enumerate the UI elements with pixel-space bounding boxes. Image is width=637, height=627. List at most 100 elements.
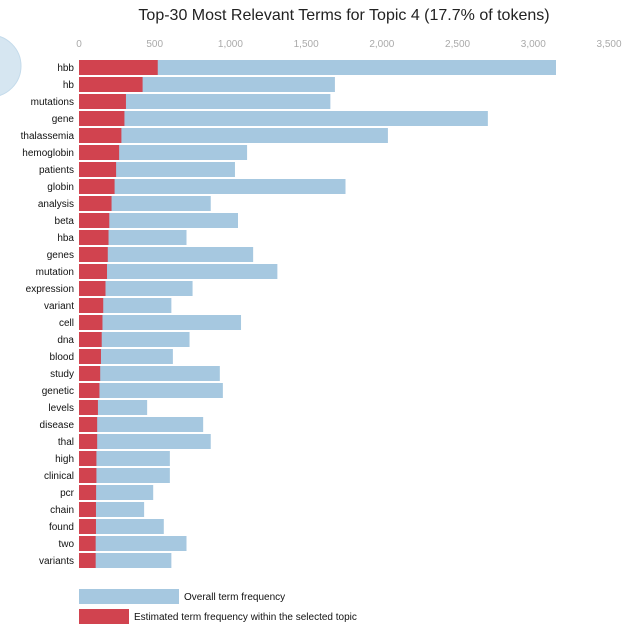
- x-tick-label: 2,000: [369, 39, 394, 50]
- bar-overall-frequency[interactable]: [79, 417, 204, 432]
- bar-topic-frequency[interactable]: [79, 349, 101, 364]
- term-label[interactable]: study: [50, 369, 74, 380]
- term-label[interactable]: genes: [47, 250, 74, 261]
- term-label[interactable]: hbb: [57, 63, 74, 74]
- term-label[interactable]: clinical: [44, 471, 74, 482]
- term-label[interactable]: blood: [50, 352, 74, 363]
- x-tick-label: 1,000: [218, 39, 243, 50]
- bar-topic-frequency[interactable]: [79, 179, 115, 194]
- term-label[interactable]: found: [49, 522, 74, 533]
- term-label[interactable]: genetic: [42, 386, 74, 397]
- bar-overall-frequency[interactable]: [79, 128, 388, 143]
- bar-overall-frequency[interactable]: [79, 366, 220, 381]
- bar-overall-frequency[interactable]: [79, 264, 278, 279]
- bar-topic-frequency[interactable]: [79, 230, 109, 245]
- term-label[interactable]: expression: [26, 284, 74, 295]
- term-label[interactable]: mutation: [36, 267, 74, 278]
- bar-topic-frequency[interactable]: [79, 77, 143, 92]
- intertopic-map-circle-decor: [0, 36, 22, 96]
- bar-topic-frequency[interactable]: [79, 196, 112, 211]
- bar-overall-frequency[interactable]: [79, 332, 190, 347]
- legend-swatch-topic: [79, 609, 129, 624]
- term-label[interactable]: variants: [39, 556, 74, 567]
- bar-topic-frequency[interactable]: [79, 485, 97, 500]
- bar-overall-frequency[interactable]: [79, 383, 223, 398]
- bar-topic-frequency[interactable]: [79, 332, 102, 347]
- bar-overall-frequency[interactable]: [79, 60, 556, 75]
- bar-topic-frequency[interactable]: [79, 383, 100, 398]
- term-label[interactable]: globin: [47, 182, 74, 193]
- bar-topic-frequency[interactable]: [79, 60, 158, 75]
- bar-overall-frequency[interactable]: [79, 519, 164, 534]
- legend-label-overall: Overall term frequency: [184, 592, 285, 603]
- bar-topic-frequency[interactable]: [79, 298, 104, 313]
- x-tick-label: 500: [146, 39, 163, 50]
- term-label[interactable]: variant: [44, 301, 74, 312]
- bar-overall-frequency[interactable]: [79, 468, 170, 483]
- bar-topic-frequency[interactable]: [79, 247, 108, 262]
- bar-topic-frequency[interactable]: [79, 502, 96, 517]
- bar-overall-frequency[interactable]: [79, 553, 172, 568]
- term-label[interactable]: analysis: [38, 199, 74, 210]
- bar-overall-frequency[interactable]: [79, 349, 173, 364]
- bar-overall-frequency[interactable]: [79, 196, 211, 211]
- term-label[interactable]: levels: [48, 403, 74, 414]
- bar-topic-frequency[interactable]: [79, 162, 117, 177]
- term-label[interactable]: two: [58, 539, 74, 550]
- bar-overall-frequency[interactable]: [79, 145, 248, 160]
- term-label[interactable]: chain: [50, 505, 74, 516]
- bar-topic-frequency[interactable]: [79, 111, 125, 126]
- term-label[interactable]: thalassemia: [21, 131, 75, 142]
- bar-topic-frequency[interactable]: [79, 264, 108, 279]
- term-label[interactable]: disease: [40, 420, 75, 431]
- bar-overall-frequency[interactable]: [79, 536, 187, 551]
- bar-topic-frequency[interactable]: [79, 400, 98, 415]
- bar-topic-frequency[interactable]: [79, 553, 96, 568]
- bar-overall-frequency[interactable]: [79, 434, 211, 449]
- bar-overall-frequency[interactable]: [79, 162, 235, 177]
- term-label[interactable]: hemoglobin: [22, 148, 74, 159]
- bar-overall-frequency[interactable]: [79, 111, 488, 126]
- term-label[interactable]: gene: [52, 114, 75, 125]
- term-label[interactable]: thal: [58, 437, 74, 448]
- bar-topic-frequency[interactable]: [79, 451, 97, 466]
- bar-overall-frequency[interactable]: [79, 281, 193, 296]
- bar-overall-frequency[interactable]: [79, 94, 331, 109]
- bar-topic-frequency[interactable]: [79, 366, 101, 381]
- term-label[interactable]: patients: [39, 165, 74, 176]
- bar-overall-frequency[interactable]: [79, 485, 154, 500]
- bar-topic-frequency[interactable]: [79, 213, 110, 228]
- legend: Overall term frequency Estimated term fr…: [79, 589, 357, 624]
- legend-label-topic: Estimated term frequency within the sele…: [134, 612, 357, 623]
- term-label[interactable]: hba: [57, 233, 74, 244]
- bar-topic-frequency[interactable]: [79, 281, 106, 296]
- bar-topic-frequency[interactable]: [79, 536, 96, 551]
- x-tick-label: 3,500: [596, 39, 621, 50]
- term-label[interactable]: dna: [57, 335, 74, 346]
- bar-overall-frequency[interactable]: [79, 247, 254, 262]
- term-label[interactable]: pcr: [60, 488, 75, 499]
- term-label[interactable]: mutations: [31, 97, 74, 108]
- bar-overall-frequency[interactable]: [79, 213, 238, 228]
- bar-overall-frequency[interactable]: [79, 451, 170, 466]
- term-label[interactable]: hb: [63, 80, 75, 91]
- bar-topic-frequency[interactable]: [79, 145, 120, 160]
- term-label[interactable]: beta: [55, 216, 75, 227]
- bar-topic-frequency[interactable]: [79, 417, 98, 432]
- bar-topic-frequency[interactable]: [79, 519, 96, 534]
- term-label[interactable]: high: [55, 454, 74, 465]
- bar-overall-frequency[interactable]: [79, 179, 346, 194]
- bar-overall-frequency[interactable]: [79, 77, 335, 92]
- bar-topic-frequency[interactable]: [79, 128, 122, 143]
- x-tick-label: 3,000: [521, 39, 546, 50]
- bars: [79, 60, 556, 568]
- bar-overall-frequency[interactable]: [79, 315, 242, 330]
- term-label[interactable]: cell: [59, 318, 74, 329]
- bar-topic-frequency[interactable]: [79, 94, 126, 109]
- bar-topic-frequency[interactable]: [79, 468, 97, 483]
- x-tick-label: 1,500: [294, 39, 319, 50]
- bar-topic-frequency[interactable]: [79, 315, 103, 330]
- bar-topic-frequency[interactable]: [79, 434, 98, 449]
- x-tick-label: 2,500: [445, 39, 470, 50]
